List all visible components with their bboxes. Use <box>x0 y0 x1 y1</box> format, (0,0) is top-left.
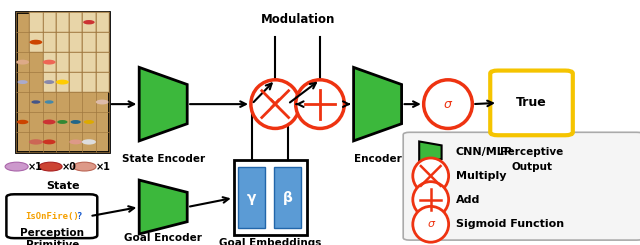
Circle shape <box>56 80 69 85</box>
Polygon shape <box>140 180 187 234</box>
Circle shape <box>83 20 95 24</box>
Circle shape <box>43 60 56 65</box>
Bar <box>69 52 83 72</box>
Circle shape <box>69 139 82 144</box>
Circle shape <box>16 60 29 65</box>
Ellipse shape <box>424 80 472 128</box>
Text: ×0: ×0 <box>62 162 77 172</box>
Bar <box>95 72 109 92</box>
Circle shape <box>45 100 54 104</box>
Text: Multiply: Multiply <box>456 171 506 181</box>
Ellipse shape <box>251 80 300 128</box>
Text: Add: Add <box>456 195 480 205</box>
Polygon shape <box>140 67 187 141</box>
Text: Sigmoid Function: Sigmoid Function <box>456 219 564 229</box>
Circle shape <box>31 100 40 104</box>
Bar <box>83 32 95 52</box>
Bar <box>238 167 265 229</box>
Text: True: True <box>516 96 547 110</box>
Bar <box>83 52 95 72</box>
Circle shape <box>84 120 94 124</box>
Bar <box>83 72 95 92</box>
Circle shape <box>82 139 96 145</box>
Circle shape <box>73 162 96 171</box>
Circle shape <box>17 120 28 124</box>
Bar <box>56 72 69 92</box>
FancyBboxPatch shape <box>490 71 573 135</box>
Text: ×1: ×1 <box>28 162 43 172</box>
Bar <box>95 52 109 72</box>
Ellipse shape <box>296 80 344 128</box>
Text: Encoder: Encoder <box>354 154 401 164</box>
Text: Output: Output <box>511 162 552 172</box>
Circle shape <box>70 120 81 124</box>
Text: ×1: ×1 <box>96 162 111 172</box>
Text: σ: σ <box>428 219 434 229</box>
Text: ?: ? <box>76 212 81 221</box>
FancyBboxPatch shape <box>6 194 97 238</box>
Circle shape <box>96 99 109 104</box>
Ellipse shape <box>413 182 449 218</box>
Bar <box>274 167 301 229</box>
Text: IsOnFire(): IsOnFire() <box>25 212 79 221</box>
Bar <box>69 72 83 92</box>
Bar <box>42 12 56 32</box>
Text: ×: × <box>268 95 282 113</box>
Text: Perception
Primitive: Perception Primitive <box>20 228 84 245</box>
Bar <box>16 12 109 152</box>
Circle shape <box>39 162 62 171</box>
Circle shape <box>29 40 42 45</box>
Circle shape <box>17 80 28 84</box>
Polygon shape <box>354 67 402 141</box>
Bar <box>95 12 109 32</box>
Text: CNN/MLP: CNN/MLP <box>456 147 513 157</box>
Bar <box>29 12 42 32</box>
Circle shape <box>44 80 54 84</box>
Ellipse shape <box>413 158 449 194</box>
FancyBboxPatch shape <box>403 132 640 240</box>
Bar <box>29 32 42 52</box>
Text: β: β <box>283 191 292 205</box>
Bar <box>69 12 83 32</box>
Bar <box>42 52 56 72</box>
Bar <box>95 32 109 52</box>
Text: Perceptive: Perceptive <box>500 147 563 157</box>
Polygon shape <box>419 141 442 163</box>
Bar <box>69 32 83 52</box>
Text: Goal Embeddings: Goal Embeddings <box>220 238 321 245</box>
Bar <box>56 52 69 72</box>
Text: State Encoder: State Encoder <box>122 154 205 164</box>
Bar <box>56 32 69 52</box>
Circle shape <box>43 120 56 124</box>
Text: γ: γ <box>247 191 256 205</box>
Text: σ: σ <box>444 98 452 111</box>
Circle shape <box>5 162 28 171</box>
Circle shape <box>43 139 56 144</box>
Bar <box>42 72 56 92</box>
Text: Modulation: Modulation <box>260 13 335 26</box>
Text: State: State <box>46 181 79 191</box>
Bar <box>56 12 69 32</box>
Bar <box>83 12 95 32</box>
Bar <box>42 32 56 52</box>
Ellipse shape <box>413 206 449 242</box>
Circle shape <box>58 120 68 124</box>
Circle shape <box>29 139 43 145</box>
Bar <box>234 160 307 235</box>
Text: Goal Encoder: Goal Encoder <box>124 233 202 243</box>
